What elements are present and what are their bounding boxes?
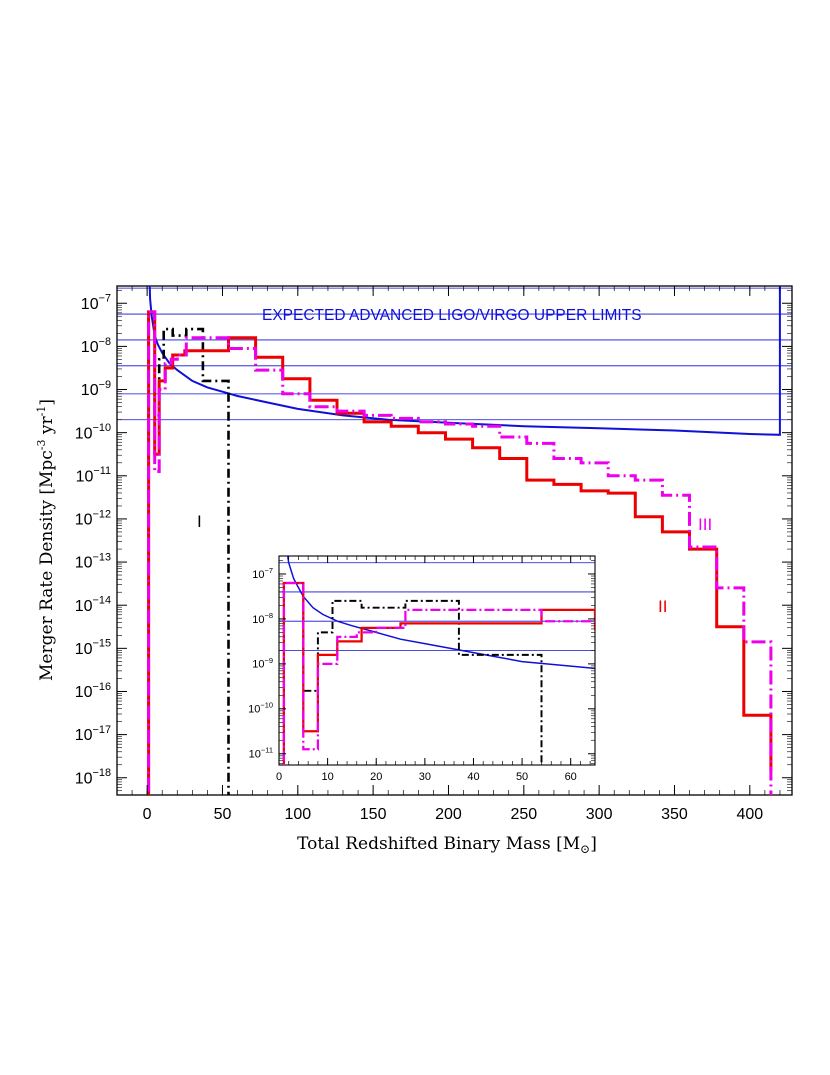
series-ligo: [148, 286, 781, 436]
x-tick-label: 50: [516, 771, 528, 783]
y-tick-label: 10−9: [252, 656, 273, 671]
x-tick-label: 100: [284, 806, 311, 823]
y-tick-label: 10−9: [81, 379, 111, 399]
x-tick-label: 200: [435, 806, 462, 823]
y-tick-label: 10−7: [252, 566, 273, 581]
y-tick-label: 10−17: [75, 724, 111, 744]
x-tick-label: 350: [661, 806, 688, 823]
y-tick-label: 10−14: [75, 595, 111, 615]
y-tick-label: 10−12: [75, 508, 111, 528]
x-tick-label: 30: [419, 771, 431, 783]
x-tick-label: 300: [586, 806, 613, 823]
y-tick-label: 10−11: [249, 746, 273, 761]
y-tick-label: 10−10: [248, 701, 273, 716]
series-ii: [147, 310, 773, 795]
y-tick-label: 10−11: [76, 465, 111, 485]
x-tick-label: 400: [736, 806, 763, 823]
y-tick-label: 10−8: [81, 336, 111, 356]
y-tick-label: 10−18: [75, 767, 111, 787]
y-axis-title: Merger Rate Density [Mpc-3 yr-1]: [35, 399, 57, 681]
label-I: I: [197, 512, 202, 531]
x-tick-label: 250: [510, 806, 537, 823]
x-tick-label: 20: [370, 771, 382, 783]
label-II: II: [658, 597, 667, 616]
inset-series-iii: [282, 581, 595, 765]
x-tick-label: 60: [565, 771, 577, 783]
series-iii: [147, 310, 773, 795]
main-ticks: 0 50 100 150 200 250 300 350 40010−710−810−910−1…: [75, 286, 792, 823]
inset-plot-frame: [278, 555, 596, 766]
label-III: III: [698, 515, 712, 534]
x-axis-title: Total Redshifted Binary Mass [M⊙]: [297, 834, 597, 856]
main-series-group: [147, 286, 781, 795]
inset-ticks: 0 10 20 30 40 50 60 10−7 10−8 10−9 10−10 10−11: [248, 556, 595, 783]
x-tick-label: 0: [143, 806, 152, 823]
y-tick-label: 10−7: [81, 293, 111, 313]
x-tick-label: 150: [360, 806, 387, 823]
y-tick-label: 10−16: [75, 681, 111, 701]
x-tick-label: 40: [467, 771, 479, 783]
ligo-annotation: EXPECTED ADVANCED LIGO/VIRGO UPPER LIMIT…: [262, 307, 642, 324]
y-tick-label: 10−15: [75, 638, 111, 658]
y-tick-label: 10−10: [75, 422, 111, 442]
x-tick-label: 50: [214, 806, 232, 823]
x-tick-label: 0: [276, 771, 282, 783]
y-tick-label: 10−13: [75, 551, 111, 571]
y-tick-label: 10−8: [252, 611, 273, 626]
x-tick-label: 10: [321, 771, 333, 783]
